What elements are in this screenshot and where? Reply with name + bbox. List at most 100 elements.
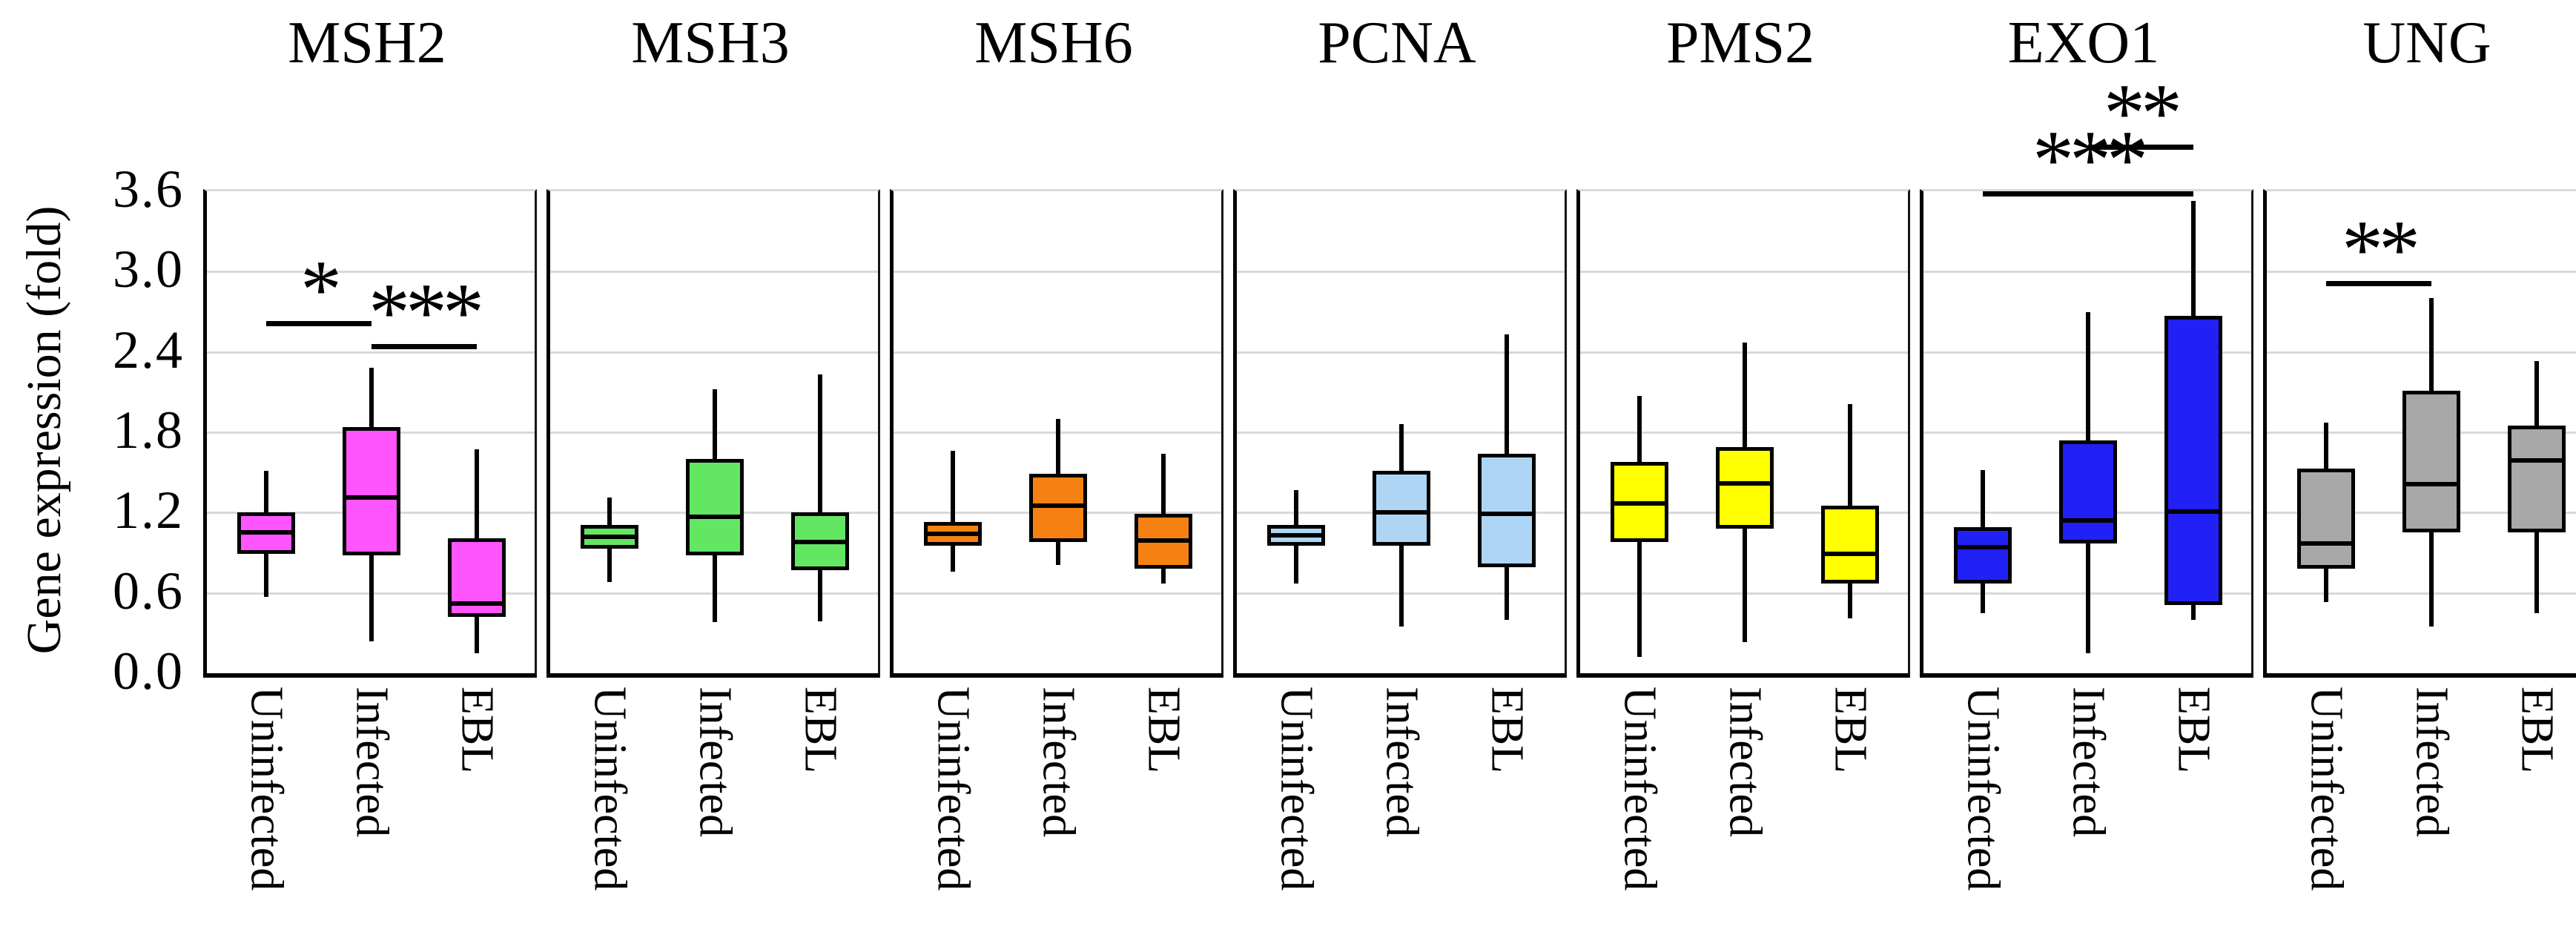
gridline [1237, 271, 1565, 274]
significance-bar [2088, 144, 2193, 150]
whisker-ebl [818, 374, 822, 621]
median-uninfected [1267, 533, 1325, 538]
x-tick-label-infected: Infected [1033, 687, 1084, 838]
whisker-uninfected [951, 451, 955, 572]
gridline [550, 271, 878, 274]
gene-title-msh2: MSH2 [288, 10, 446, 76]
gridline [894, 592, 1221, 595]
y-tick-label: 3.0 [113, 239, 184, 300]
significance-bar [1983, 191, 2193, 196]
panel-msh6: Uninfected Infected EBL [890, 189, 1223, 890]
gene-title-msh6: MSH6 [974, 10, 1133, 76]
box-infected [686, 459, 744, 556]
gene-title-pms2: PMS2 [1665, 10, 1815, 76]
significance-asterisks: *** [2032, 114, 2148, 206]
x-tick-label-infected: Infected [2406, 687, 2457, 838]
box-uninfected [2297, 468, 2355, 569]
box-infected [343, 426, 400, 556]
median-ebl [1821, 552, 1879, 557]
gridline [207, 351, 535, 354]
gene-title-msh3: MSH3 [631, 10, 790, 76]
x-tick-label-infected: Infected [1720, 687, 1771, 838]
significance-asterisks: *** [369, 266, 484, 359]
x-tick-label-uninfected: Uninfected [241, 687, 292, 891]
box-infected [2059, 440, 2117, 543]
y-tick-label: 3.6 [113, 159, 184, 219]
gridline [1923, 271, 2251, 274]
x-tick-label-uninfected: Uninfected [1958, 687, 2009, 891]
box-ebl [1478, 453, 1536, 568]
median-ebl [2164, 509, 2222, 514]
median-infected [2402, 482, 2460, 487]
box-infected [2402, 391, 2460, 533]
x-tick-label-uninfected: Uninfected [1614, 687, 1665, 891]
x-tick-label-ebl: EBL [1482, 687, 1533, 774]
gridline [894, 351, 1221, 354]
box-infected [1373, 471, 1430, 546]
box-uninfected [1954, 527, 2012, 584]
median-uninfected [581, 534, 638, 539]
box-ebl [2508, 425, 2566, 533]
y-tick-label: 1.2 [113, 480, 184, 541]
x-tick-label-ebl: EBL [1138, 687, 1189, 774]
panel-msh3: Uninfected Infected EBL [546, 189, 880, 890]
panel-msh2: Uninfected Infected EBL * *** [203, 189, 537, 890]
box-ebl [2164, 315, 2222, 605]
box-infected [1716, 446, 1774, 529]
y-tick-label: 0.6 [113, 561, 184, 621]
gridline [1237, 351, 1565, 354]
x-tick-label-uninfected: Uninfected [1271, 687, 1322, 891]
median-uninfected [237, 530, 295, 535]
x-tick-label-uninfected: Uninfected [584, 687, 635, 891]
median-ebl [1478, 512, 1536, 517]
median-infected [686, 514, 744, 519]
significance-asterisks: ** [2104, 67, 2182, 159]
gridline [2267, 351, 2576, 354]
x-tick-label-infected: Infected [1376, 687, 1427, 838]
median-infected [343, 495, 400, 500]
x-tick-label-ebl: EBL [2168, 687, 2219, 774]
median-uninfected [1954, 545, 2012, 550]
significance-bar [371, 343, 477, 349]
gridline [207, 271, 535, 274]
significance-bar [2326, 280, 2431, 286]
significance-asterisks: ** [2342, 203, 2420, 296]
gridline [550, 351, 878, 354]
x-tick-label-ebl: EBL [452, 687, 503, 774]
panel-ung: Uninfected Infected EBL ** [2263, 189, 2576, 890]
gridline [1580, 271, 1908, 274]
median-infected [1373, 510, 1430, 515]
y-tick-label: 0.0 [113, 641, 184, 701]
panel-pms2: Uninfected Infected EBL [1576, 189, 1910, 890]
x-tick-label-infected: Infected [346, 687, 397, 838]
panel-pcna: Uninfected Infected EBL [1233, 189, 1567, 890]
gene-title-pcna: PCNA [1318, 10, 1476, 76]
box-ebl [1821, 506, 1879, 584]
gene-title-ung: UNG [2362, 10, 2491, 76]
y-tick-label: 2.4 [113, 320, 184, 380]
median-ebl [2508, 457, 2566, 463]
significance-bar [266, 321, 371, 327]
x-tick-label-ebl: EBL [1825, 687, 1876, 774]
x-tick-label-ebl: EBL [795, 687, 846, 774]
gene-title-exo1: EXO1 [2007, 10, 2160, 76]
median-ebl [1135, 538, 1192, 543]
gridline [2267, 271, 2576, 274]
gridline [894, 271, 1221, 274]
median-uninfected [2297, 541, 2355, 546]
median-infected [2059, 518, 2117, 523]
median-uninfected [924, 532, 982, 537]
x-tick-label-infected: Infected [690, 687, 741, 838]
median-infected [1029, 503, 1087, 509]
x-tick-label-ebl: EBL [2511, 687, 2563, 774]
gridline [2267, 592, 2576, 595]
median-uninfected [1611, 500, 1668, 506]
x-tick-label-uninfected: Uninfected [2301, 687, 2352, 891]
median-ebl [791, 540, 849, 545]
x-tick-label-uninfected: Uninfected [928, 687, 979, 891]
median-ebl [448, 601, 506, 607]
panel-exo1: Uninfected Infected EBL *** ** [1920, 72, 2253, 890]
y-tick-label: 1.8 [113, 400, 184, 460]
significance-asterisks: * [300, 244, 342, 337]
